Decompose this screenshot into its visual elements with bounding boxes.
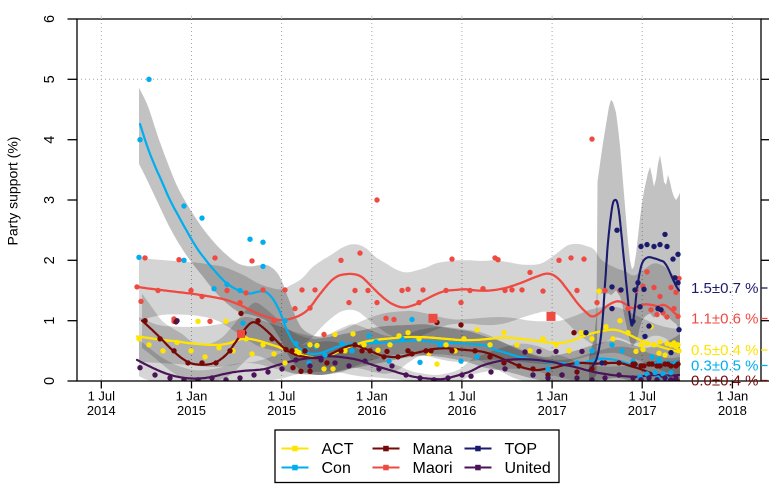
svg-text:1 Jan: 1 Jan (356, 389, 388, 404)
svg-text:1 Jul: 1 Jul (448, 389, 476, 404)
svg-text:TOP: TOP (505, 441, 538, 458)
svg-text:2017: 2017 (628, 403, 657, 418)
svg-text:5: 5 (42, 75, 58, 83)
svg-text:0.0±0.4 %: 0.0±0.4 % (691, 373, 758, 390)
svg-text:Con: Con (322, 460, 351, 477)
svg-text:1: 1 (42, 317, 58, 325)
svg-text:0.5±0.4 %: 0.5±0.4 % (691, 342, 758, 359)
svg-text:1 Jul: 1 Jul (268, 389, 296, 404)
svg-text:2016: 2016 (357, 403, 386, 418)
svg-text:2015: 2015 (177, 403, 206, 418)
svg-text:1 Jan: 1 Jan (176, 389, 208, 404)
svg-text:United: United (505, 460, 551, 477)
svg-text:2: 2 (42, 256, 58, 264)
svg-text:1 Jul: 1 Jul (88, 389, 116, 404)
svg-text:1.5±0.7 %: 1.5±0.7 % (691, 280, 758, 297)
svg-text:0.3±0.5 %: 0.3±0.5 % (691, 358, 758, 375)
svg-text:2018: 2018 (718, 403, 747, 418)
svg-text:2015: 2015 (267, 403, 296, 418)
svg-text:2016: 2016 (447, 403, 476, 418)
svg-text:1 Jan: 1 Jan (716, 389, 748, 404)
svg-text:3: 3 (42, 196, 58, 204)
svg-text:1 Jul: 1 Jul (628, 389, 656, 404)
svg-text:ACT: ACT (322, 441, 354, 458)
svg-text:2014: 2014 (87, 403, 116, 418)
svg-text:0: 0 (42, 377, 58, 385)
svg-text:1.1±0.6 %: 1.1±0.6 % (691, 311, 758, 328)
svg-text:1 Jan: 1 Jan (536, 389, 568, 404)
svg-text:6: 6 (42, 15, 58, 23)
svg-text:4: 4 (42, 136, 58, 144)
svg-text:Maori: Maori (413, 460, 453, 477)
svg-text:2017: 2017 (538, 403, 567, 418)
svg-text:Party support (%): Party support (%) (5, 137, 21, 246)
svg-text:Mana: Mana (413, 441, 453, 458)
